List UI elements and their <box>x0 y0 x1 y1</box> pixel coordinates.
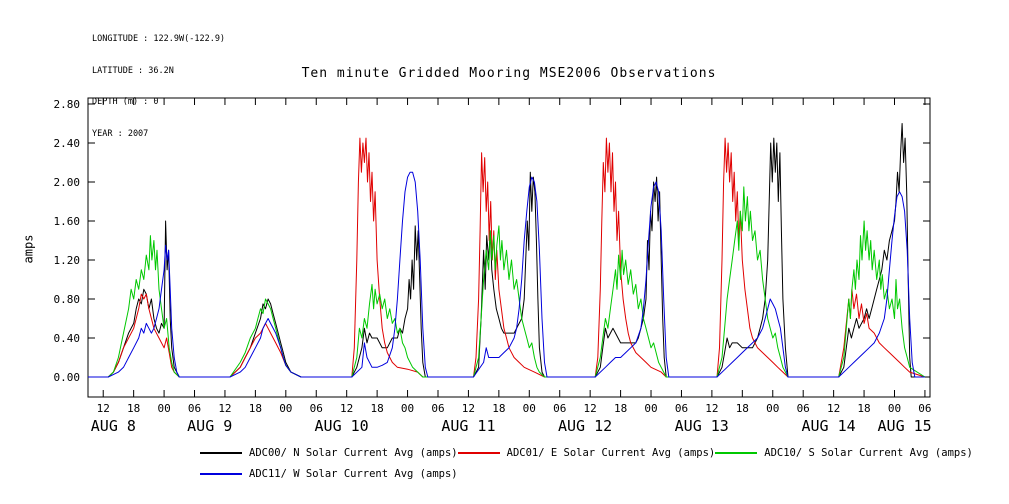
y-tick-label: 2.00 <box>54 176 81 189</box>
chart-legend: ADC00/ N Solar Current Avg (amps) ADC01/… <box>200 447 973 480</box>
y-tick-label: 1.20 <box>54 254 81 267</box>
x-tick-label: 18 <box>736 402 749 415</box>
x-tick-label: 12 <box>97 402 110 415</box>
series-line-2 <box>88 186 926 378</box>
y-tick-label: 2.80 <box>54 98 81 111</box>
metadata-latitude: LATITUDE : 36.2N <box>92 65 174 76</box>
adc11-line-swatch <box>200 473 242 475</box>
x-day-label: AUG 14 <box>801 417 855 435</box>
adc01-line-swatch <box>457 452 500 454</box>
x-tick-label: 18 <box>370 402 383 415</box>
x-tick-label: 00 <box>523 402 536 415</box>
x-tick-label: 12 <box>462 402 475 415</box>
metadata-depth: DEPTH (m) : 0 <box>92 97 159 107</box>
x-day-label: AUG 9 <box>187 417 232 435</box>
metadata-longitude: LONGITUDE : 122.9W(-122.9) <box>92 34 226 44</box>
x-tick-label: 06 <box>675 402 688 415</box>
metadata-year: YEAR : 2007 <box>92 128 149 139</box>
x-tick-label: 12 <box>827 402 840 415</box>
adc10-line-swatch <box>715 452 758 454</box>
x-tick-label: 06 <box>188 402 201 415</box>
legend-item-adc00: ADC00/ N Solar Current Avg (amps) <box>200 447 458 459</box>
x-tick-label: 00 <box>401 402 414 415</box>
x-day-label: AUG 13 <box>675 417 729 435</box>
x-tick-label: 12 <box>584 402 597 415</box>
legend-label-adc10: ADC10/ S Solar Current Avg (amps) <box>764 447 973 459</box>
y-tick-label: 0.40 <box>54 332 81 345</box>
y-tick-label: 1.60 <box>54 215 81 228</box>
legend-item-adc10: ADC10/ S Solar Current Avg (amps) <box>715 447 973 459</box>
x-day-label: AUG 15 <box>878 417 932 435</box>
x-tick-label: 18 <box>127 402 140 415</box>
chart-title: Ten minute Gridded Mooring MSE2006 Obser… <box>301 66 717 81</box>
x-tick-label: 06 <box>797 402 810 415</box>
x-tick-label: 12 <box>705 402 718 415</box>
legend-item-adc01: ADC01/ E Solar Current Avg (amps) <box>457 447 716 459</box>
legend-label-adc11: ADC11/ W Solar Current Avg (amps) <box>249 468 458 480</box>
y-tick-label: 0.00 <box>54 371 81 384</box>
x-day-label: AUG 8 <box>91 417 136 435</box>
plot-frame <box>87 97 931 398</box>
x-tick-label: 18 <box>249 402 262 415</box>
x-tick-label: 00 <box>157 402 170 415</box>
legend-label-adc00: ADC00/ N Solar Current Avg (amps) <box>249 447 458 459</box>
x-tick-label: 18 <box>857 402 870 415</box>
x-day-label: AUG 12 <box>558 417 612 435</box>
y-tick-label: 2.40 <box>54 137 81 150</box>
x-tick-label: 18 <box>492 402 505 415</box>
legend-item-adc11: ADC11/ W Solar Current Avg (amps) <box>200 468 458 480</box>
x-tick-label: 06 <box>310 402 323 415</box>
x-tick-label: 00 <box>644 402 657 415</box>
x-tick-label: 12 <box>218 402 231 415</box>
x-day-label: AUG 10 <box>315 417 369 435</box>
x-tick-label: 06 <box>553 402 566 415</box>
legend-row-2: ADC11/ W Solar Current Avg (amps) <box>200 468 958 480</box>
x-tick-label: 18 <box>614 402 627 415</box>
series-line-0 <box>88 123 925 378</box>
metadata-block: LONGITUDE : 122.9W(-122.9) LATITUDE : 36… <box>92 13 225 160</box>
series-line-1 <box>88 137 926 378</box>
series-line-3 <box>88 171 925 378</box>
x-tick-label: 00 <box>888 402 901 415</box>
x-tick-label: 00 <box>766 402 779 415</box>
x-tick-label: 00 <box>279 402 292 415</box>
adc00-line-swatch <box>200 452 242 454</box>
x-tick-label: 06 <box>431 402 444 415</box>
x-tick-label: 12 <box>340 402 353 415</box>
legend-label-adc01: ADC01/ E Solar Current Avg (amps) <box>506 447 716 459</box>
x-day-label: AUG 11 <box>441 417 495 435</box>
legend-row-1: ADC00/ N Solar Current Avg (amps) ADC01/… <box>200 447 973 459</box>
x-tick-label: 06 <box>918 402 931 415</box>
y-tick-label: 0.80 <box>54 293 81 306</box>
